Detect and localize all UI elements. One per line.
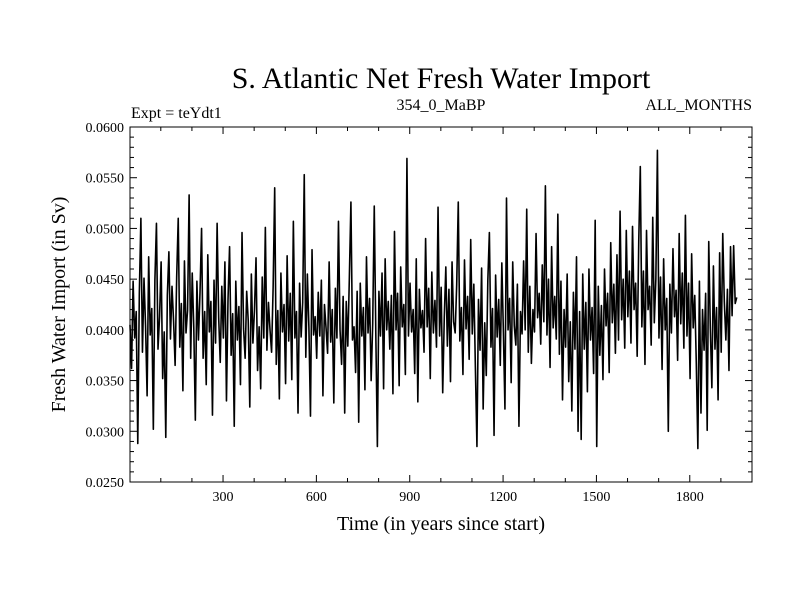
y-tick-label: 0.0550	[86, 172, 125, 187]
months-label: ALL_MONTHS	[645, 97, 752, 114]
x-axis-label: Time (in years since start)	[337, 513, 545, 535]
y-axis: 0.0250 0.0300 0.0350 0.0400 0.0450 0.0500 0.05…	[86, 121, 752, 491]
y-tick-label: 0.0500	[86, 222, 125, 237]
chart-title: S. Atlantic Net Fresh Water Import	[232, 62, 651, 95]
period-label: 354_0_MaBP	[397, 97, 486, 114]
x-tick-label: 1800	[676, 490, 704, 505]
x-tick-label: 1200	[489, 490, 517, 505]
experiment-label: Expt = teYdt1	[131, 105, 222, 122]
y-tick-label: 0.0600	[86, 121, 125, 136]
x-tick-label: 900	[399, 490, 420, 505]
y-tick-label: 0.0300	[86, 425, 125, 440]
y-tick-label: 0.0450	[86, 273, 125, 288]
x-tick-label: 600	[306, 490, 327, 505]
y-tick-label: 0.0350	[86, 375, 125, 390]
y-tick-label: 0.0400	[86, 324, 125, 339]
series-line-0	[129, 149, 738, 450]
x-axis: 300 600 900 1200 1500 1800	[160, 127, 722, 505]
x-tick-label: 1500	[582, 490, 610, 505]
series-layer	[129, 149, 738, 450]
y-axis-label: Fresh Water Import (in Sv)	[48, 197, 70, 413]
x-tick-label: 300	[213, 490, 234, 505]
y-tick-label: 0.0250	[86, 476, 125, 491]
